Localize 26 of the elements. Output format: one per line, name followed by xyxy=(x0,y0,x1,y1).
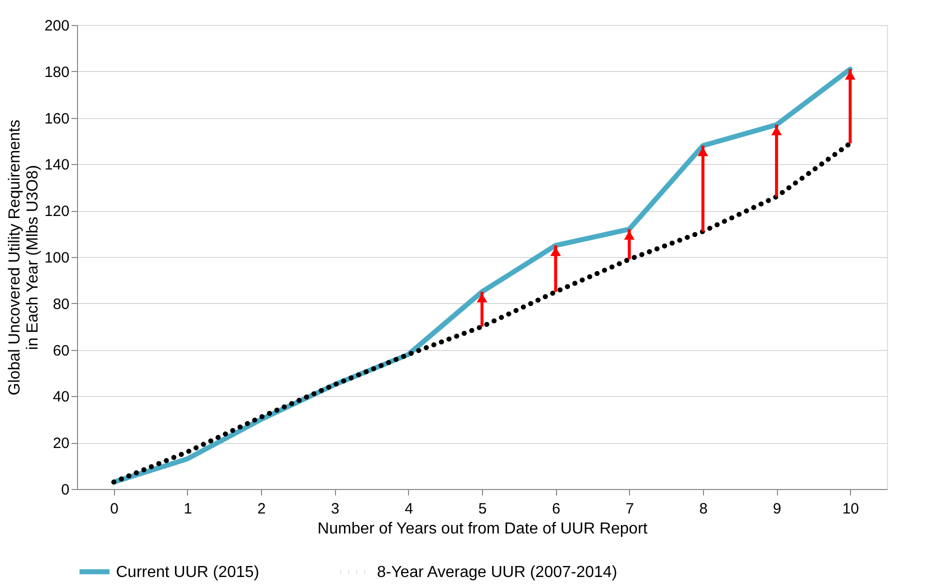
x-tick-label: 3 xyxy=(331,500,340,518)
x-tick-label: 4 xyxy=(404,500,414,518)
x-tick-label: 1 xyxy=(184,500,192,518)
x-tick-label: 7 xyxy=(626,500,634,518)
x-tick-label: 8 xyxy=(699,500,708,518)
y-tick-label: 180 xyxy=(44,64,70,81)
y-tick-label: 20 xyxy=(52,435,70,452)
x-axis-title: Number of Years out from Date of UUR Report xyxy=(318,520,648,538)
x-tick-label: 10 xyxy=(842,500,860,518)
x-tick-label: 5 xyxy=(478,500,487,518)
x-tick-label: 9 xyxy=(772,500,782,518)
y-tick-label: 200 xyxy=(44,18,70,34)
y-tick-label: 100 xyxy=(44,250,70,266)
y-tick-label: 0 xyxy=(61,482,70,498)
x-tick-label: 0 xyxy=(110,500,118,518)
y-tick-label: 120 xyxy=(44,203,70,220)
y-tick-label: 160 xyxy=(44,110,70,128)
y-tick-label: 80 xyxy=(52,296,70,313)
y-tick-label: 60 xyxy=(52,342,70,360)
y-tick-label: 40 xyxy=(52,388,70,406)
legend-label: Current UUR (2015) xyxy=(116,564,260,581)
legend-label: 8-Year Average UUR (2007-2014) xyxy=(377,564,618,581)
y-axis-title: Global Uncovered Utility Requirements in Each Year (Mlbs U3O8) xyxy=(6,120,42,396)
x-tick-label: 2 xyxy=(257,500,266,518)
y-tick-label: 140 xyxy=(44,156,70,174)
x-tick-label: 6 xyxy=(552,500,560,518)
